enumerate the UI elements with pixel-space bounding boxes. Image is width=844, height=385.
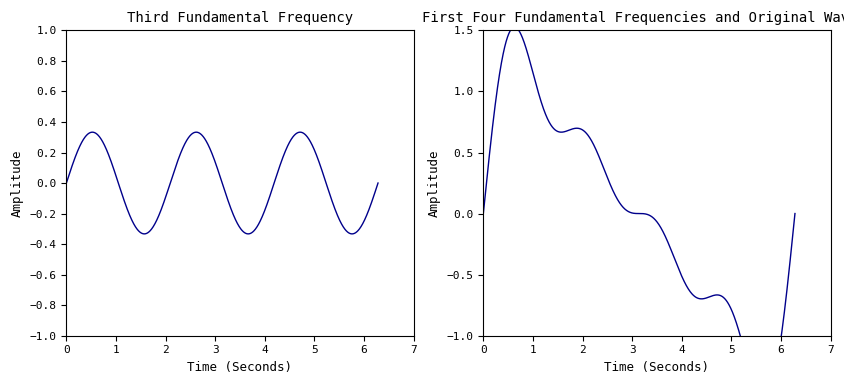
X-axis label: Time (Seconds): Time (Seconds) [603, 361, 709, 374]
X-axis label: Time (Seconds): Time (Seconds) [187, 361, 292, 374]
Y-axis label: Amplitude: Amplitude [428, 149, 441, 217]
Title: First Four Fundamental Frequencies and Original Waveform: First Four Fundamental Frequencies and O… [422, 11, 844, 25]
Title: Third Fundamental Frequency: Third Fundamental Frequency [127, 11, 353, 25]
Y-axis label: Amplitude: Amplitude [11, 149, 24, 217]
